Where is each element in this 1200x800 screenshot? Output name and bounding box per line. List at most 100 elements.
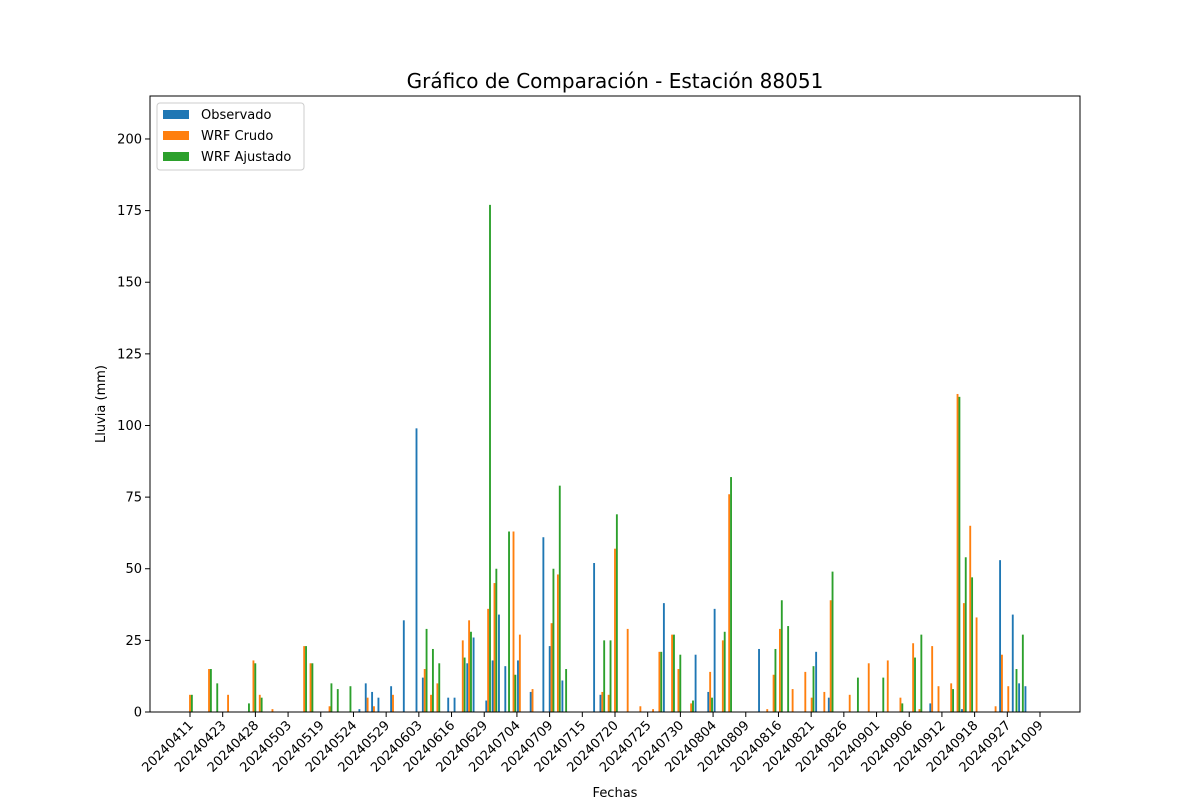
bar-wrf-crudo-14 bbox=[271, 709, 274, 712]
bar-wrf-ajustado-99 bbox=[812, 666, 815, 712]
bar-wrf-crudo-80 bbox=[690, 703, 693, 712]
bar-wrf-ajustado-40 bbox=[438, 663, 441, 712]
bar-wrf-ajustado-44 bbox=[463, 657, 466, 712]
bar-wrf-crudo-121 bbox=[950, 683, 953, 712]
y-tick-label: 150 bbox=[117, 276, 142, 291]
legend-box bbox=[156, 102, 305, 171]
bar-wrf-crudo-7 bbox=[227, 694, 229, 712]
bar-wrf-crudo-66 bbox=[601, 691, 604, 712]
y-tick-label: 50 bbox=[125, 562, 142, 577]
bar-wrf-ajustado-51 bbox=[508, 531, 510, 712]
bar-wrf-ajustado-10 bbox=[248, 703, 250, 712]
bar-wrf-crudo-113 bbox=[899, 697, 902, 712]
bar-wrf-crudo-118 bbox=[931, 646, 934, 712]
bar-observado-131 bbox=[1011, 614, 1014, 712]
bar-wrf-ajustado-132 bbox=[1021, 634, 1024, 712]
bar-wrf-crudo-129 bbox=[1001, 654, 1003, 712]
bar-observado-29 bbox=[364, 683, 367, 712]
bar-wrf-crudo-49 bbox=[493, 583, 496, 712]
bar-observado-48 bbox=[485, 700, 488, 712]
bar-wrf-ajustado-39 bbox=[431, 648, 434, 712]
legend: Observado WRF Crudo WRF Ajustado bbox=[156, 102, 305, 171]
bar-wrf-crudo-77 bbox=[671, 634, 674, 712]
bar-wrf-ajustado-131 bbox=[1015, 669, 1018, 712]
bar-observado-118 bbox=[929, 703, 932, 712]
bar-wrf-crudo-68 bbox=[614, 548, 616, 712]
bar-wrf-ajustado-106 bbox=[856, 677, 859, 712]
bar-wrf-crudo-116 bbox=[918, 709, 921, 712]
bar-wrf-ajustado-38 bbox=[425, 628, 428, 712]
bar-observado-42 bbox=[447, 697, 450, 712]
bar-wrf-crudo-130 bbox=[1007, 686, 1010, 712]
bar-wrf-ajustado-86 bbox=[730, 477, 732, 712]
bar-wrf-crudo-67 bbox=[607, 694, 610, 712]
bar-wrf-ajustado-93 bbox=[774, 648, 777, 712]
bar-wrf-crudo-59 bbox=[556, 574, 559, 712]
legend-swatch-1 bbox=[163, 110, 189, 119]
bar-wrf-ajustado-83 bbox=[711, 697, 713, 712]
bar-wrf-ajustado-113 bbox=[901, 703, 904, 712]
legend-label-1: Observado bbox=[201, 108, 272, 123]
bar-wrf-crudo-39 bbox=[430, 694, 432, 712]
bar-wrf-ajustado-85 bbox=[723, 631, 726, 712]
bar-wrf-crudo-70 bbox=[626, 628, 629, 712]
bar-observado-66 bbox=[599, 694, 602, 712]
bar-wrf-ajustado-75 bbox=[660, 651, 663, 712]
bar-observado-51 bbox=[504, 666, 507, 712]
bar-wrf-crudo-83 bbox=[709, 671, 712, 712]
bar-observado-91 bbox=[758, 648, 760, 712]
bar-wrf-ajustado-121 bbox=[952, 689, 954, 712]
bar-wrf-crudo-55 bbox=[531, 689, 534, 712]
y-axis: 0 25 50 75 100 125 150 175 200 bbox=[117, 132, 150, 721]
bar-wrf-crudo-128 bbox=[994, 706, 997, 712]
bar-observado-53 bbox=[517, 660, 519, 712]
bar-wrf-crudo-45 bbox=[468, 620, 471, 712]
bar-wrf-ajustado-122 bbox=[958, 396, 961, 712]
bar-observado-37 bbox=[415, 428, 418, 712]
bar-wrf-ajustado-1 bbox=[190, 694, 193, 712]
bar-wrf-crudo-44 bbox=[461, 640, 464, 712]
bar-wrf-crudo-108 bbox=[867, 663, 870, 712]
bar-observado-102 bbox=[827, 697, 830, 712]
bar-wrf-ajustado-5 bbox=[216, 683, 219, 712]
bar-observado-43 bbox=[453, 697, 456, 712]
bar-observado-84 bbox=[713, 608, 716, 712]
bar-wrf-crudo-12 bbox=[258, 694, 261, 712]
bar-wrf-ajustado-11 bbox=[254, 663, 257, 712]
legend-label-3: WRF Ajustado bbox=[201, 150, 291, 165]
bar-observado-100 bbox=[815, 651, 818, 712]
bar-observado-58 bbox=[548, 646, 551, 712]
bar-observado-133 bbox=[1024, 686, 1027, 712]
bar-wrf-crudo-53 bbox=[518, 634, 521, 712]
bar-wrf-crudo-101 bbox=[823, 691, 826, 712]
bar-wrf-crudo-119 bbox=[937, 686, 940, 712]
bar-wrf-ajustado-78 bbox=[679, 654, 682, 712]
y-tick-label: 125 bbox=[117, 347, 142, 362]
bar-wrf-ajustado-23 bbox=[330, 683, 333, 712]
y-tick-label: 100 bbox=[117, 419, 142, 434]
legend-label-2: WRF Crudo bbox=[201, 129, 273, 144]
x-axis-label: Fechas bbox=[593, 786, 638, 800]
bar-wrf-ajustado-94 bbox=[780, 600, 783, 712]
bar-observado-31 bbox=[377, 697, 380, 712]
bar-wrf-crudo-40 bbox=[436, 683, 439, 712]
bar-observado-123 bbox=[961, 709, 963, 712]
bar-wrf-crudo-96 bbox=[791, 689, 794, 712]
bar-wrf-ajustado-68 bbox=[615, 514, 618, 712]
bar-observado-132 bbox=[1018, 683, 1021, 712]
bar-wrf-crudo-58 bbox=[550, 623, 553, 712]
bar-observado-83 bbox=[707, 691, 710, 712]
bar-wrf-ajustado-110 bbox=[882, 677, 885, 712]
bar-wrf-crudo-30 bbox=[373, 706, 375, 712]
legend-swatch-2 bbox=[163, 131, 189, 140]
bar-observado-45 bbox=[466, 663, 469, 712]
bar-observado-60 bbox=[561, 680, 564, 712]
bar-wrf-ajustado-12 bbox=[260, 697, 263, 712]
y-axis-label: Lluvia (mm) bbox=[94, 365, 109, 443]
bar-wrf-crudo-52 bbox=[512, 531, 515, 712]
bar-wrf-ajustado-124 bbox=[971, 577, 974, 712]
bar-wrf-crudo-94 bbox=[778, 628, 781, 712]
bar-wrf-crudo-1 bbox=[189, 694, 191, 712]
bar-wrf-crudo-23 bbox=[328, 706, 331, 712]
